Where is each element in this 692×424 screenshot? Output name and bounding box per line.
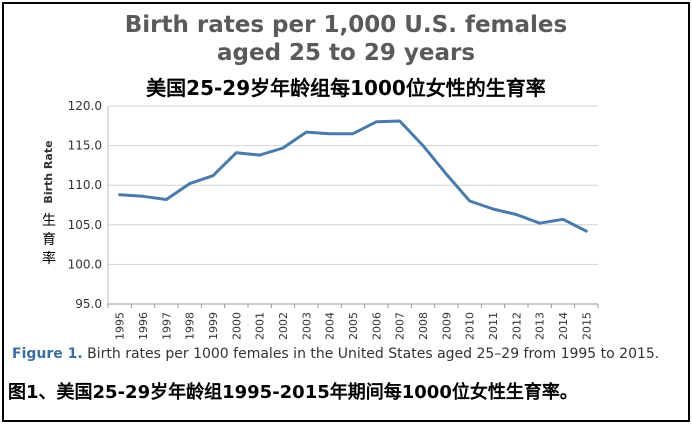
figure-caption-label: Figure 1. xyxy=(12,346,83,362)
data-point xyxy=(305,130,308,134)
data-point xyxy=(515,213,518,216)
data-point xyxy=(398,119,401,123)
x-tick-label: 2005 xyxy=(347,312,360,340)
x-tick-label: 1999 xyxy=(207,312,220,340)
x-tick-label: 1997 xyxy=(160,312,173,340)
x-tick-label: 2010 xyxy=(464,312,477,340)
x-tick-label: 2011 xyxy=(487,312,500,340)
x-tick-label: 2012 xyxy=(510,312,523,340)
figure-caption-cn: 图1、美国25-29岁年龄组1995-2015年期间每1000位女性生育率。 xyxy=(8,382,578,403)
data-point xyxy=(258,153,261,157)
y-axis-label-cn: 生育率 xyxy=(42,213,56,267)
x-tick-label: 2013 xyxy=(534,312,547,340)
data-point xyxy=(165,198,168,201)
data-point xyxy=(211,174,215,177)
x-tick-label: 2001 xyxy=(254,312,267,340)
data-point xyxy=(141,195,145,198)
x-tick-label: 2009 xyxy=(440,312,453,340)
y-tick-label: 95.0 xyxy=(75,297,102,311)
data-point xyxy=(445,172,448,176)
y-tick-label: 100.0 xyxy=(68,257,102,271)
x-tick-label: 1995 xyxy=(114,312,127,340)
data-point xyxy=(468,199,471,203)
data-point xyxy=(491,207,495,211)
data-point xyxy=(188,182,191,185)
chart-title-line2: aged 25 to 29 years xyxy=(216,40,476,66)
y-tick-label: 110.0 xyxy=(68,178,102,192)
y-axis-label: Birth Rate xyxy=(42,140,55,203)
x-tick-label: 1998 xyxy=(184,312,197,340)
y-tick-label: 115.0 xyxy=(68,139,102,153)
x-tick-label: 2007 xyxy=(394,312,407,340)
data-point xyxy=(538,222,541,225)
x-tick-label: 2015 xyxy=(580,312,593,340)
data-point xyxy=(375,120,378,124)
x-tick-label: 2003 xyxy=(300,312,313,340)
x-tick-label: 2000 xyxy=(230,312,243,340)
x-tick-label: 2008 xyxy=(417,312,430,340)
x-tick-label: 2006 xyxy=(370,312,383,340)
data-point xyxy=(235,151,238,154)
data-point xyxy=(351,132,355,135)
figure-caption-text: Birth rates per 1000 females in the Unit… xyxy=(82,346,660,362)
figure-caption-en: Figure 1. Birth rates per 1000 females i… xyxy=(12,346,688,362)
x-tick-label: 1996 xyxy=(137,312,150,340)
data-point xyxy=(281,146,285,150)
x-tick-label: 2002 xyxy=(277,312,290,340)
data-point xyxy=(561,218,565,221)
y-tick-label: 105.0 xyxy=(68,218,102,232)
data-point xyxy=(328,132,331,135)
y-tick-label: 120.0 xyxy=(68,99,102,113)
x-tick-label: 2004 xyxy=(324,312,337,340)
x-tick-label: 2014 xyxy=(557,312,570,340)
chart-title-line1: Birth rates per 1,000 U.S. females xyxy=(124,12,568,38)
data-point xyxy=(118,193,121,196)
chart-title-cn: 美国25-29岁年龄组每1000位女性的生育率 xyxy=(146,76,546,100)
data-point xyxy=(585,229,588,233)
data-point xyxy=(421,144,425,147)
